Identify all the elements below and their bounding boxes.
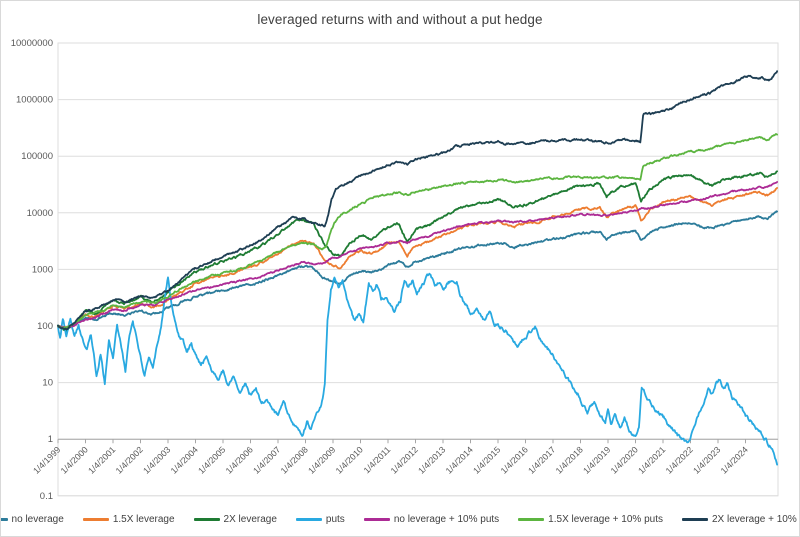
gridlines (58, 42, 778, 497)
legend-item-1-5x-leverage-10-puts: 1.5X leverage + 10% puts (518, 514, 663, 525)
legend-label: 1.5X leverage + 10% puts (548, 514, 663, 525)
chart-title: leveraged returns with and without a put… (257, 12, 543, 27)
y-tick-label: 1000000 (16, 95, 53, 106)
y-tick-label: 100 (37, 321, 53, 332)
x-tick-label: 1/4/2012 (389, 444, 420, 475)
y-tick-label: 10 (42, 378, 53, 389)
legend-line-swatch (681, 518, 708, 521)
series-line-no-leverage-10-puts (57, 181, 778, 329)
legend-line-swatch (363, 518, 390, 521)
legend-item-2x-leverage-10-puts: 2X leverage + 10% puts (681, 514, 799, 525)
x-tick-label: 1/4/2000 (59, 444, 90, 475)
x-tick-label: 1/4/2018 (554, 444, 585, 475)
x-tick-label: 1/4/2014 (444, 444, 475, 475)
legend-label: 1.5X leverage (112, 514, 175, 525)
x-tick-label: 1/4/2003 (141, 444, 172, 475)
y-tick-label: 0.1 (40, 491, 53, 502)
x-tick-label: 1/4/2017 (526, 444, 557, 475)
x-tick-label: 1/4/2010 (334, 444, 365, 475)
series-lines (57, 70, 778, 466)
x-tick-label: 1/4/2008 (279, 444, 310, 475)
series-line-puts (57, 272, 778, 466)
y-tick-label: 1 (48, 434, 53, 445)
series-line-no-leverage (57, 210, 778, 331)
x-axis-labels: 1/4/19991/4/20001/4/20011/4/20021/4/2003… (31, 439, 750, 476)
legend-item-puts: puts (295, 514, 345, 525)
legend-label: no leverage + 10% puts (393, 514, 500, 525)
y-axis-labels: 10000000 1000000 100000 10000 1000 100 10 1 0.1 (11, 38, 53, 502)
y-tick-label: 1000 (32, 264, 53, 275)
legend-line-swatch (1, 518, 8, 521)
x-tick-label: 1/4/2005 (196, 444, 227, 475)
legend-item-1-5x-leverage: 1.5X leverage (82, 514, 175, 525)
legend-line-swatch (518, 518, 545, 521)
legend-line-swatch (295, 518, 322, 521)
x-tick-label: 1/4/2022 (664, 444, 695, 475)
x-tick-label: 1/4/2023 (691, 444, 722, 475)
x-tick-label: 1/4/2024 (719, 444, 750, 475)
x-tick-label: 1/4/2011 (362, 444, 393, 475)
x-tick-label: 1/4/2009 (306, 444, 337, 475)
series-line-2x-leverage-10-puts (57, 70, 778, 331)
x-tick-label: 1/4/2001 (86, 444, 117, 475)
x-tick-label: 1/4/2004 (169, 444, 200, 475)
series-line-1-5x-leverage-10-puts (57, 133, 778, 329)
y-tick-label: 100000 (21, 151, 53, 162)
x-tick-label: 1/4/2020 (609, 444, 640, 475)
plot-border (57, 42, 779, 497)
legend-label: puts (325, 514, 345, 525)
legend-line-swatch (193, 518, 220, 521)
x-tick-label: 1/4/2013 (416, 444, 447, 475)
y-tick-label: 10000000 (11, 38, 53, 49)
x-tick-label: 1/4/2006 (224, 444, 255, 475)
y-tick-label: 10000 (27, 208, 53, 219)
legend-item-no-leverage-10-puts: no leverage + 10% puts (363, 514, 500, 525)
x-tick-label: 1/4/2007 (251, 444, 282, 475)
x-tick-label: 1/4/2002 (114, 444, 145, 475)
legend-label: 2X leverage (223, 514, 277, 525)
x-tick-label: 1/4/2016 (499, 444, 530, 475)
x-tick-label: 1/4/2021 (636, 444, 667, 475)
x-tick-label: 1/4/2019 (581, 444, 612, 475)
x-tick-label: 1/4/2015 (471, 444, 502, 475)
legend-line-swatch (82, 518, 109, 521)
legend-label: no leverage (11, 514, 64, 525)
legend-item-2x-leverage: 2X leverage (193, 514, 277, 525)
legend-label: 2X leverage + 10% puts (711, 514, 799, 525)
chart-legend: no leverage 1.5X leverage 2X leverage puts n… (1, 514, 799, 525)
legend-item-no-leverage: no leverage (1, 514, 64, 525)
series-line-2x-leverage (57, 170, 778, 333)
